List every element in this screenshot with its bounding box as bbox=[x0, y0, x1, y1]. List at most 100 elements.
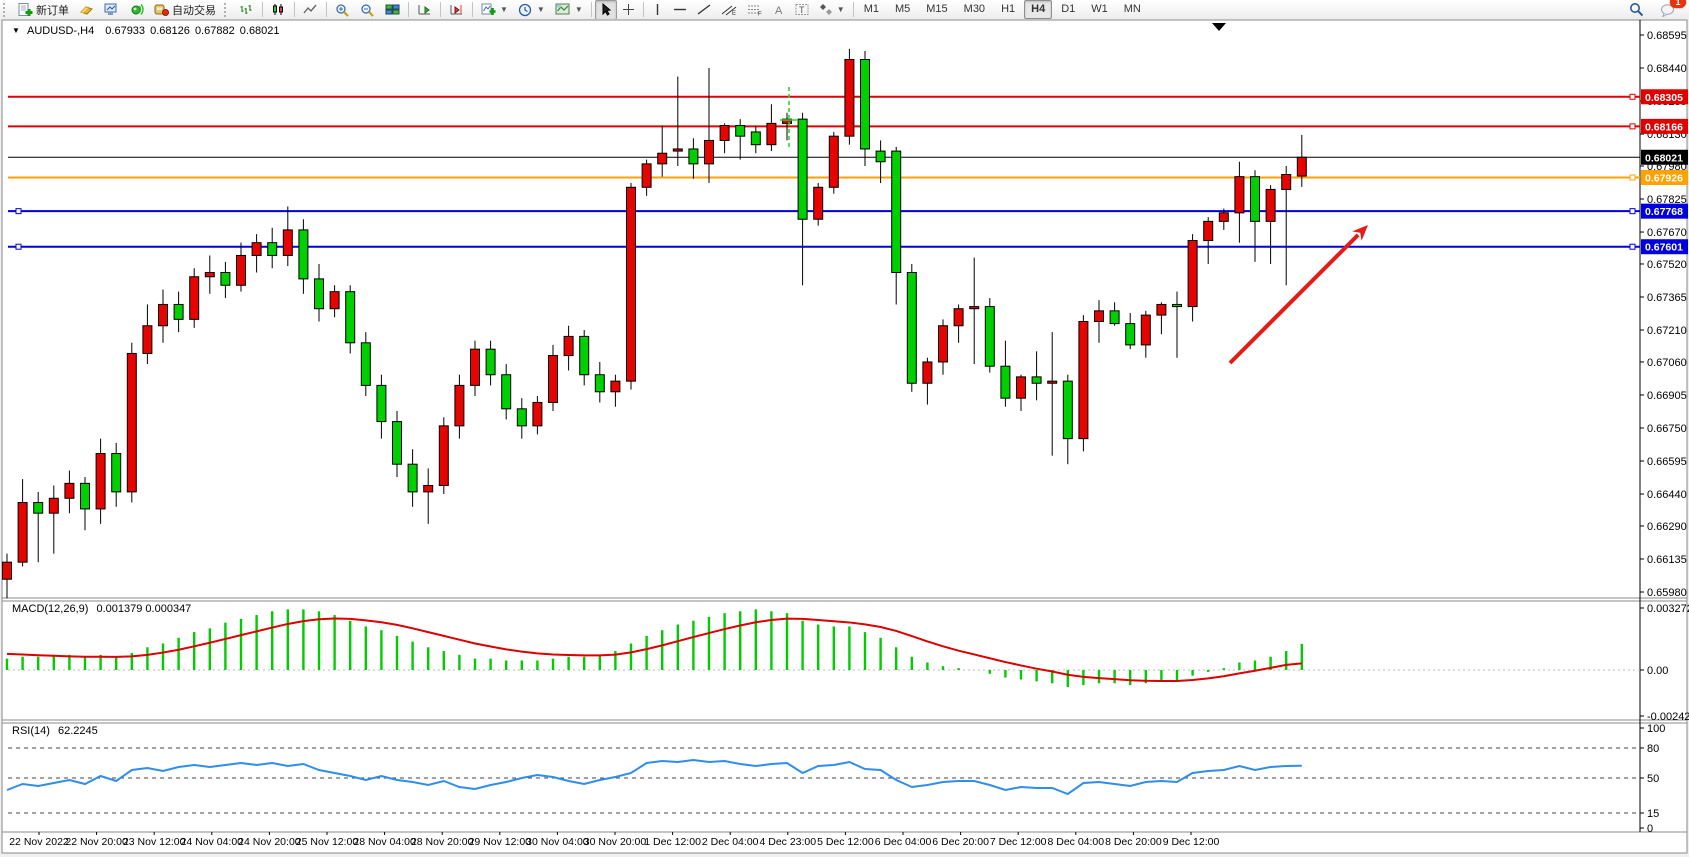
search-icon bbox=[1630, 3, 1644, 17]
rsi-indicator-label: RSI(14) 62.2245 bbox=[12, 725, 98, 737]
arrows-tool-button[interactable]: ▼ bbox=[814, 0, 850, 20]
candle-bear bbox=[485, 348, 496, 376]
zoom-in-button[interactable] bbox=[330, 0, 355, 20]
candle-bull bbox=[813, 186, 824, 220]
candle-bull bbox=[1047, 380, 1058, 384]
candle-bull bbox=[1234, 176, 1245, 214]
trend-arrow-line[interactable] bbox=[1228, 233, 1360, 365]
time-axis-label: 6 Dec 20:00 bbox=[932, 836, 989, 848]
macd-signal-line bbox=[6, 617, 1302, 682]
candle-bull bbox=[158, 303, 168, 327]
separator bbox=[326, 2, 327, 17]
timeframe-button-w1[interactable]: W1 bbox=[1091, 3, 1108, 15]
line-chart-button[interactable] bbox=[298, 0, 323, 20]
candle-bear bbox=[173, 303, 184, 320]
toolbar-grip[interactable] bbox=[224, 2, 231, 17]
market-watch-button[interactable] bbox=[74, 0, 99, 20]
symbol-dropdown-icon[interactable]: ▼ bbox=[12, 26, 20, 35]
bar-chart-icon bbox=[240, 5, 252, 14]
toolbar-grip[interactable] bbox=[3, 2, 10, 17]
separator bbox=[642, 2, 644, 17]
templates-button[interactable]: ▼ bbox=[550, 0, 588, 20]
equidistant-channel-icon: E bbox=[721, 5, 737, 16]
text-label-tool-button[interactable]: T bbox=[790, 0, 814, 20]
notifications-button[interactable]: 1 bbox=[1655, 0, 1686, 20]
price-badge-label: 0.67601 bbox=[1645, 242, 1683, 254]
line-anchor[interactable] bbox=[1629, 208, 1636, 215]
text-label-icon: T bbox=[795, 4, 809, 15]
dropdown-caret: ▼ bbox=[536, 5, 545, 14]
periods-button[interactable]: ▼ bbox=[513, 0, 550, 20]
timeframe-button-mn[interactable]: MN bbox=[1123, 3, 1141, 15]
line-anchor[interactable] bbox=[1629, 243, 1636, 250]
candle-bull bbox=[766, 122, 777, 146]
price-tick-label: 0.66290 bbox=[1647, 521, 1687, 533]
search-button[interactable] bbox=[1624, 0, 1649, 20]
trendline-tool-button[interactable] bbox=[692, 0, 716, 20]
template-icon bbox=[555, 3, 570, 15]
candle-bull bbox=[1265, 188, 1276, 222]
auto-trading-button[interactable]: 自动交易 bbox=[149, 0, 221, 20]
timeframe-button-h1[interactable]: H1 bbox=[1001, 3, 1016, 15]
candle-bull bbox=[204, 271, 215, 278]
chart-shift-button[interactable] bbox=[444, 0, 469, 20]
line-anchor[interactable] bbox=[15, 208, 22, 215]
candle-bear bbox=[735, 125, 746, 137]
timeframe-button-m5[interactable]: M5 bbox=[894, 3, 911, 15]
dropdown-caret: ▼ bbox=[574, 5, 583, 14]
line-anchor[interactable] bbox=[15, 243, 22, 250]
candle-bear bbox=[1109, 310, 1120, 325]
candle-bear bbox=[579, 335, 590, 376]
timeframe-button-m30[interactable]: M30 bbox=[963, 3, 986, 15]
fibonacci-tool-button[interactable]: F bbox=[742, 0, 768, 20]
tile-windows-button[interactable] bbox=[380, 0, 405, 20]
cursor-icon bbox=[602, 3, 611, 16]
channel-tool-button[interactable]: E bbox=[716, 0, 742, 20]
crosshair-tool-button[interactable] bbox=[617, 0, 640, 20]
auto-scroll-button[interactable] bbox=[412, 0, 437, 20]
indicators-button[interactable]: ▼ bbox=[476, 0, 513, 20]
candle-bull bbox=[470, 348, 480, 386]
candle-bear bbox=[298, 229, 309, 280]
chart-canvas[interactable]: 0.685950.684400.682850.681300.679800.678… bbox=[0, 19, 1689, 857]
trend-arrow-head[interactable] bbox=[1352, 225, 1368, 241]
signals-button[interactable] bbox=[124, 0, 149, 20]
candle-bear bbox=[501, 374, 512, 410]
dropdown-caret: ▼ bbox=[836, 5, 845, 14]
line-anchor[interactable] bbox=[1629, 174, 1636, 181]
candle-bull bbox=[938, 325, 948, 363]
timeframe-button-m15[interactable]: M15 bbox=[926, 3, 948, 15]
text-tool-button[interactable]: A bbox=[768, 0, 790, 20]
cursor-tool-button[interactable] bbox=[594, 0, 617, 20]
candle-bear bbox=[392, 421, 402, 465]
data-window-button[interactable] bbox=[99, 0, 124, 20]
new-order-button[interactable]: 新订单 bbox=[13, 0, 74, 20]
timeframe-button-d1[interactable]: D1 bbox=[1061, 3, 1076, 15]
line-anchor[interactable] bbox=[1629, 93, 1636, 100]
candle-bear bbox=[80, 482, 90, 510]
hline-tool-button[interactable] bbox=[668, 0, 692, 20]
line-anchor[interactable] bbox=[1629, 123, 1636, 130]
auto-scroll-icon bbox=[418, 5, 430, 15]
price-tick-label: 0.67210 bbox=[1647, 325, 1687, 337]
timeframe-button-m1[interactable]: M1 bbox=[863, 3, 879, 15]
vline-tool-button[interactable] bbox=[647, 0, 668, 20]
price-badge bbox=[1641, 89, 1688, 105]
price-tick-label: 0.67365 bbox=[1647, 292, 1687, 304]
separator bbox=[852, 2, 854, 17]
candle-bull bbox=[189, 276, 200, 320]
candle-bull bbox=[1094, 310, 1104, 322]
candle-bull bbox=[251, 242, 262, 256]
macd-indicator-label: MACD(12,26,9) 0.001379 0.000347 bbox=[12, 603, 191, 615]
zoom-out-button[interactable] bbox=[355, 0, 380, 20]
time-axis-label: 24 Nov 04:00 bbox=[181, 836, 244, 848]
candle-bull bbox=[657, 152, 668, 165]
price-badge-label: 0.67926 bbox=[1645, 172, 1683, 184]
price-tick-label: 0.66750 bbox=[1647, 423, 1687, 435]
candlestick-chart-button[interactable] bbox=[266, 0, 291, 20]
macd-tick-label: 0.003272 bbox=[1647, 603, 1689, 615]
timeframe-button-h4[interactable]: H4 bbox=[1024, 0, 1053, 19]
auto-trading-icon bbox=[154, 4, 169, 16]
bar-chart-button[interactable] bbox=[234, 0, 259, 20]
shift-marker-icon[interactable] bbox=[1212, 23, 1226, 31]
